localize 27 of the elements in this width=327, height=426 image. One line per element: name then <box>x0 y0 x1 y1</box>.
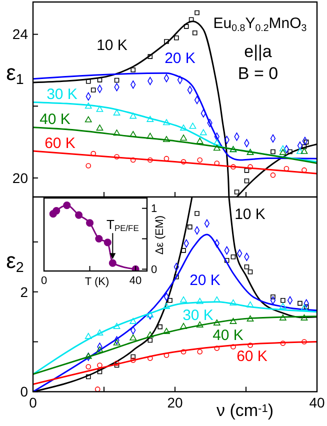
series-label: 10 K <box>96 37 128 54</box>
y-axis-title: Δε (EM) <box>154 215 166 255</box>
y-tick-label: 2 <box>20 284 28 300</box>
series-label: 60 K <box>44 135 76 152</box>
annotation: e||a <box>244 42 272 61</box>
x-axis-title: ν (cm$^{-1}$) <box>216 401 274 420</box>
y-tick-label: 0 <box>20 384 28 400</box>
y-axis-title: ε$_{2}$ <box>6 248 24 276</box>
y-tick-label: 24 <box>12 26 28 42</box>
series-label: 40 K <box>212 327 244 344</box>
annotation: B = 0 <box>238 64 278 83</box>
series-label: 10 K <box>234 206 266 223</box>
series-label: 30 K <box>46 86 78 103</box>
x-tick-label: 40 <box>129 275 142 287</box>
annotation: T$_{PE/FE}$ <box>106 217 140 234</box>
x-tick-label: 20 <box>167 394 183 411</box>
y-tick-label: 1 <box>151 203 158 216</box>
series-label: 20 K <box>164 50 196 67</box>
y-axis-title: ε$_{1}$ <box>6 60 24 88</box>
x-tick-label: 40 <box>309 394 325 411</box>
y-tick-label: 20 <box>12 170 28 186</box>
series-label: 60 K <box>236 348 268 365</box>
annotation: Eu$_{0.8}$Y$_{0.2}$MnO$_{3}$ <box>213 15 307 34</box>
x-axis-title: T (K) <box>84 276 110 288</box>
series-label: 40 K <box>40 111 70 128</box>
series-label: 30 K <box>182 307 214 324</box>
series-label: 20 K <box>190 272 220 289</box>
